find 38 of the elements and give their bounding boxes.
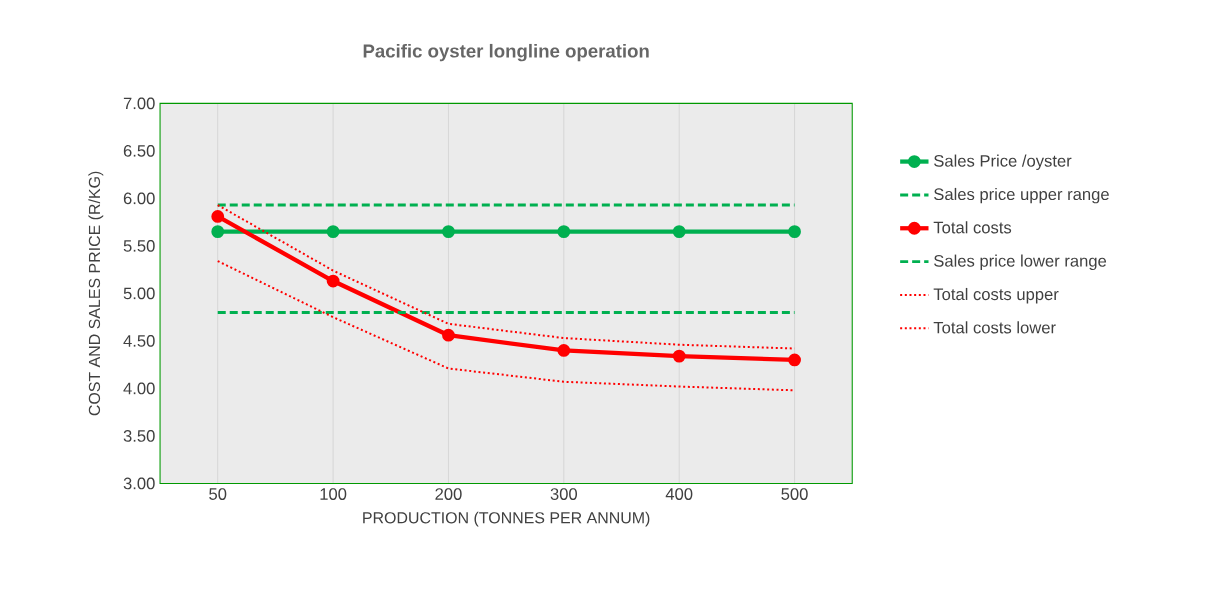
point <box>211 225 225 238</box>
line-series <box>216 203 796 350</box>
line-series <box>216 259 796 392</box>
point <box>326 225 340 238</box>
x-tick-label: 400 <box>665 487 693 500</box>
y-tick-label: 4.50 <box>123 334 155 347</box>
x-tick-label: 50 <box>209 487 227 500</box>
x-axis-title: PRODUCTION (TONNES PER ANNUM) <box>363 511 650 527</box>
legend-label: Total costs <box>933 221 1012 234</box>
point <box>442 328 455 342</box>
x-tick-label: 200 <box>435 487 462 500</box>
point <box>326 274 340 288</box>
y-tick-label: 3.50 <box>123 429 155 442</box>
point <box>672 349 686 363</box>
point <box>557 225 571 238</box>
chart-title: Pacific oyster longline operation <box>363 43 649 62</box>
point <box>788 225 801 238</box>
y-tick-label: 5.50 <box>123 239 155 252</box>
point <box>442 225 455 238</box>
legend-label: Sales price upper range <box>934 187 1109 204</box>
y-tick-label: 5.00 <box>123 287 155 300</box>
y-axis-title: COST AND SALES PRICE (R/KG) <box>88 171 104 416</box>
x-tick-label: 300 <box>550 487 578 500</box>
legend-label: Total costs upper <box>933 287 1059 304</box>
point <box>211 209 225 223</box>
legend-label: Sales price lower range <box>934 254 1107 270</box>
legend-label: Total costs lower <box>933 321 1056 334</box>
legend-label: Sales Price /oyster <box>934 154 1072 170</box>
y-tick-label: 7.00 <box>123 97 155 110</box>
y-tick-label: 3.00 <box>123 477 155 490</box>
x-tick-label: 500 <box>781 487 808 500</box>
y-tick-label: 6.50 <box>123 144 155 157</box>
y-tick-label: 4.00 <box>123 382 155 395</box>
point <box>672 225 686 238</box>
y-tick-label: 6.00 <box>123 192 155 205</box>
point <box>557 343 571 357</box>
point <box>788 353 801 367</box>
x-tick-label: 100 <box>320 487 347 500</box>
